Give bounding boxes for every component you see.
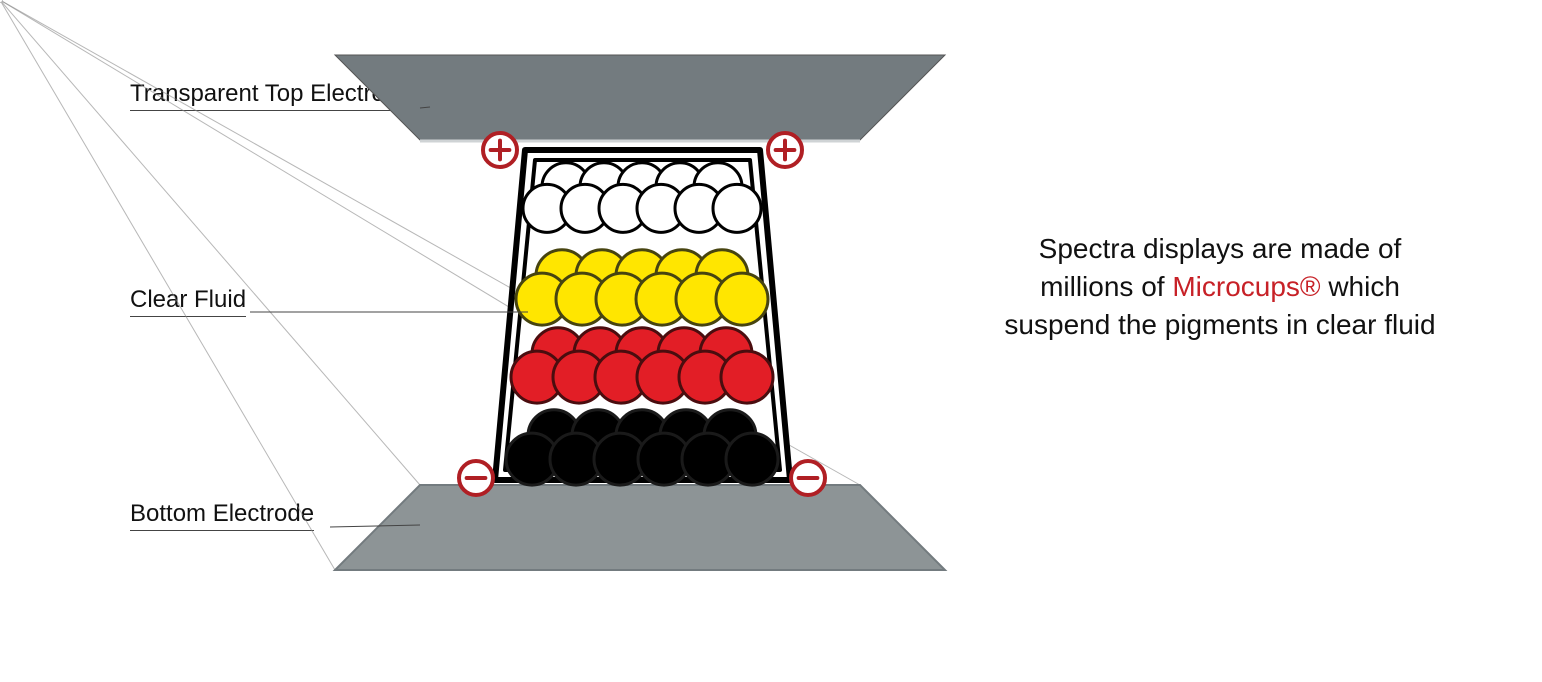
pigment-black [726, 433, 778, 485]
pigment-row-red [511, 328, 773, 403]
plus-icon [768, 133, 802, 167]
perspective-line [0, 0, 335, 570]
pigment-yellow [716, 273, 768, 325]
minus-icon [791, 461, 825, 495]
top-electrode [335, 55, 945, 140]
pigment-row-yellow [516, 250, 768, 325]
bottom-electrode [335, 485, 945, 570]
pigment-row-black [506, 410, 778, 485]
pigment-row-white [523, 163, 761, 233]
pigment-red [721, 351, 773, 403]
diagram-canvas: Transparent Top Electrode Clear Fluid Bo… [0, 0, 1542, 682]
minus-icon [459, 461, 493, 495]
plus-icon [483, 133, 517, 167]
diagram-svg [0, 0, 1542, 682]
pigment-white [713, 184, 761, 232]
